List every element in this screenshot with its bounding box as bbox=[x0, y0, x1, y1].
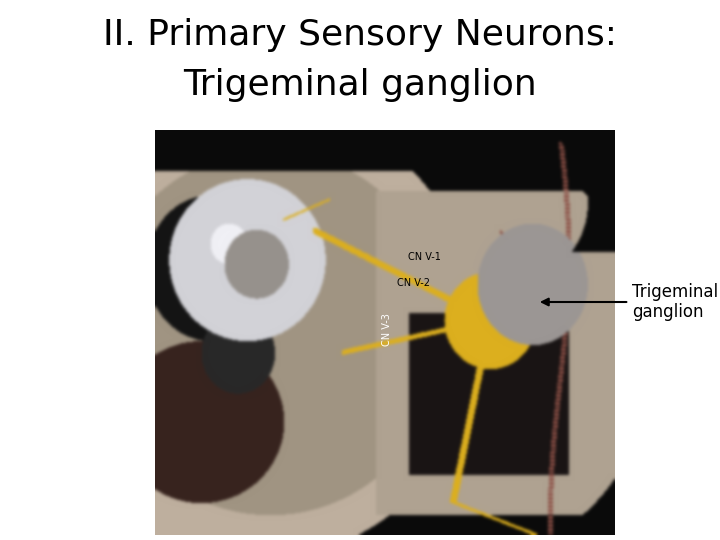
Text: CN V-2: CN V-2 bbox=[397, 278, 430, 288]
Text: II. Primary Sensory Neurons:: II. Primary Sensory Neurons: bbox=[103, 18, 617, 52]
Text: Trigeminal
ganglion: Trigeminal ganglion bbox=[542, 282, 718, 321]
Text: CN V-1: CN V-1 bbox=[408, 252, 441, 262]
Text: Trigeminal ganglion: Trigeminal ganglion bbox=[183, 68, 537, 102]
Text: CN V-3: CN V-3 bbox=[382, 314, 392, 347]
